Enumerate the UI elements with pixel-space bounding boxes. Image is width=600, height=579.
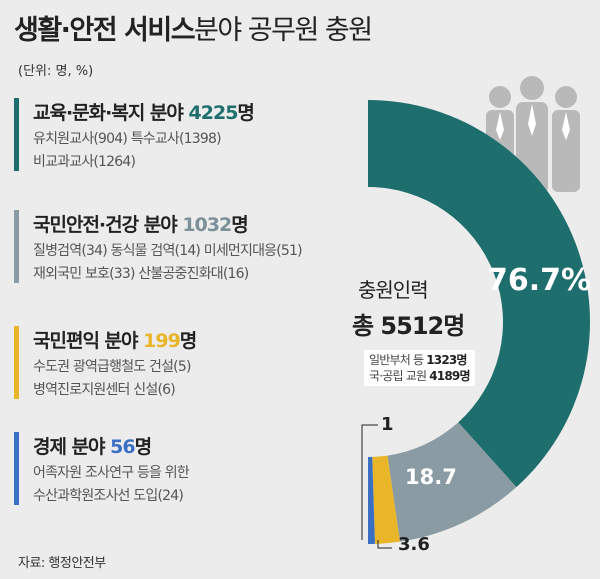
slice-value-label: 76.7% <box>487 263 592 298</box>
title-rest: 분야 공무원 충원 <box>194 15 373 46</box>
slice-value-label: 1 <box>381 414 394 435</box>
category-count: 199 <box>143 330 181 352</box>
category-detail-line: 수산과학원조사선 도입(24) <box>33 488 184 504</box>
page-title: 생활·안전 서비스분야 공무원 충원 <box>14 8 373 47</box>
category-detail-line: 수도권 광역급행철도 건설(5) <box>33 359 191 375</box>
source-note: 자료: 행정안전부 <box>18 556 106 571</box>
category-detail-line: 병역진로지원센터 신설(6) <box>33 382 176 398</box>
unit-label: (단위: 명, %) <box>18 64 94 79</box>
breakdown-label: 일반부처 등 <box>369 353 424 367</box>
category-count-suffix: 명 <box>179 330 198 352</box>
category-detail-line: 재외국민 보호(33) 산불공중진화대(16) <box>33 266 249 282</box>
category-count-suffix: 명 <box>134 436 153 458</box>
breakdown-row-teachers: 국·공립 교원 4189명 <box>369 368 471 384</box>
category-detail-line: 비교과교사(1264) <box>33 154 136 170</box>
category-detail-line: 유치원교사(904) 특수교사(1398) <box>33 131 222 147</box>
breakdown-value: 4189명 <box>429 369 470 383</box>
title-bold: 생활·안전 서비스 <box>14 15 196 46</box>
donut-slice <box>368 456 375 544</box>
center-label: 충원인력 <box>358 278 429 302</box>
category-heading: 국민안전·건강 분야 1032명 <box>33 210 363 237</box>
category-name: 경제 분야 <box>33 436 106 458</box>
breakdown-row-general: 일반부처 등 1323명 <box>369 352 470 368</box>
category-heading: 경제 분야 56명 <box>33 432 363 459</box>
slice-value-label: 18.7 <box>405 465 457 489</box>
center-total: 총 5512명 <box>352 312 465 340</box>
category-detail-line: 어족자원 조사연구 등을 위한 <box>33 465 190 481</box>
category-count: 1032 <box>182 214 232 236</box>
breakdown-value: 1323명 <box>426 353 467 367</box>
slice-value-label: 3.6 <box>398 534 430 555</box>
category-count-suffix: 명 <box>231 214 249 236</box>
category-count-suffix: 명 <box>237 102 255 124</box>
donut-slice <box>372 455 400 544</box>
category-heading: 국민편익 분야 199명 <box>33 326 363 353</box>
breakdown-label: 국·공립 교원 <box>369 369 427 383</box>
donut-slice <box>387 422 517 542</box>
category-name: 교육·문화·복지 분야 <box>33 102 184 124</box>
category-heading: 교육·문화·복지 분야 4225명 <box>33 98 363 125</box>
category-name: 국민안전·건강 분야 <box>33 214 178 236</box>
category-detail-line: 질병검역(34) 동식물 검역(14) 미세먼지대응(51) <box>33 243 303 259</box>
category-count: 4225 <box>188 102 239 124</box>
total-breakdown: 일반부처 등 1323명 국·공립 교원 4189명 <box>364 350 475 386</box>
leader-lines <box>361 424 392 549</box>
donut-slice <box>368 100 590 488</box>
category-name: 국민편익 분야 <box>33 330 138 352</box>
category-count: 56 <box>110 436 135 458</box>
